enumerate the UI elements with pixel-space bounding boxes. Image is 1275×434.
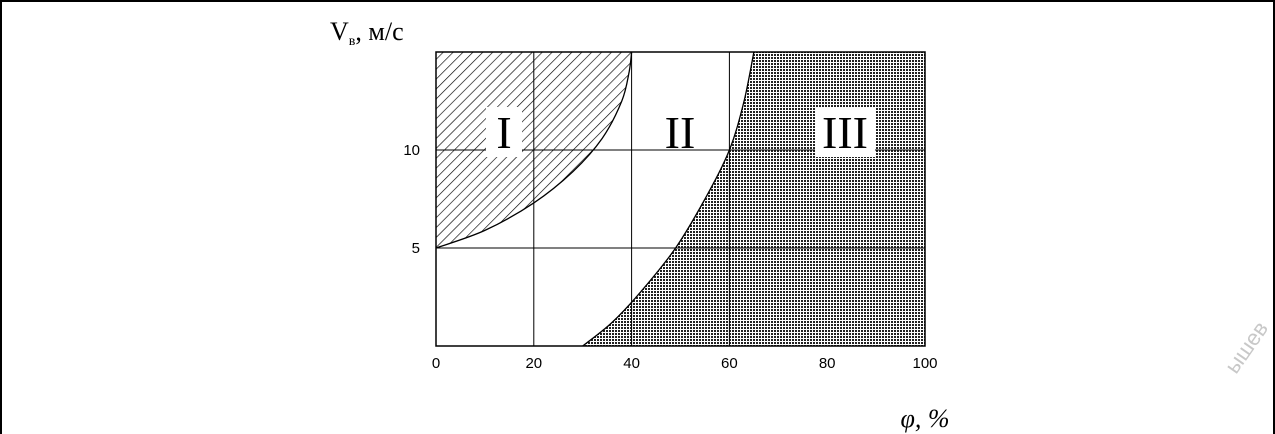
watermark: ышев [1220, 317, 1273, 378]
x-tick-label: 100 [912, 355, 937, 372]
plot-border [435, 51, 926, 347]
x-tick-label: 0 [432, 355, 440, 372]
region-labels: I II III [486, 107, 875, 158]
x-tick-label: 60 [721, 355, 738, 372]
y-tick-label: 5 [412, 240, 420, 257]
region-iii-boundary [582, 51, 755, 347]
region-i-boundary [435, 51, 633, 249]
region-label-iii: III [822, 107, 868, 158]
region-label-iii-bg [815, 107, 875, 157]
region-label-ii: II [665, 107, 696, 158]
y-axis-label-subscript: в [349, 34, 356, 49]
y-axis-label-symbol: V [330, 17, 349, 46]
x-tick-label: 80 [819, 355, 836, 372]
y-tick-label: 10 [403, 142, 420, 159]
boundary-curves [435, 51, 755, 347]
region-label-i: I [496, 107, 511, 158]
region-label-i-bg [486, 107, 522, 157]
region-iii-area [582, 52, 925, 346]
y-axis-label: Vв, м/с [330, 17, 404, 49]
x-tick-label: 40 [623, 355, 640, 372]
x-tick-label: 20 [525, 355, 542, 372]
y-axis-label-unit: , м/с [355, 17, 403, 46]
regions-layer [436, 52, 925, 346]
x-axis-label: φ, % [900, 404, 949, 433]
tick-labels: 0 20 40 60 80 100 5 10 [403, 142, 937, 372]
